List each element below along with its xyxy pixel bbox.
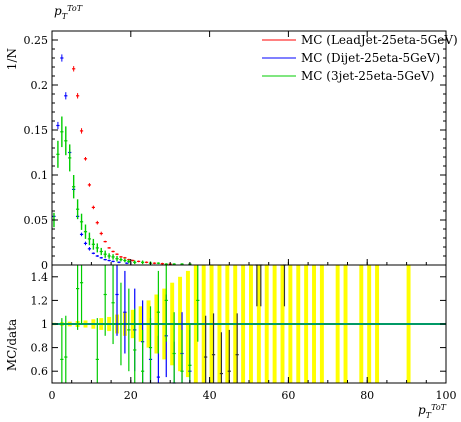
main-y-tick-label: 0.25 [24,34,49,47]
legend-label-3jet: MC (3jet-25eta-5GeV) [301,69,434,83]
ratio-y-tick-label: 1.2 [31,294,49,307]
ratio-y-tick-label: 1 [41,318,48,331]
main-y-tick-label: 0.1 [31,169,49,182]
x-axis-label: pTToT [418,403,447,420]
x-tick-label: 80 [360,389,374,402]
ratio-y-tick-label: 0.8 [31,342,49,355]
main-y-tick-label: 0.15 [24,124,49,137]
x-tick-label: 60 [281,389,295,402]
main-y-tick-label: 0.05 [24,214,49,227]
main-title: pTToT [54,4,83,21]
x-tick-label: 0 [49,389,56,402]
axes: 00.050.10.150.20.250.60.811.21.40 20 40 60 8… [24,30,457,402]
x-tick-label: 100 [436,389,457,402]
ratio-plot-area [52,264,446,384]
ratio-y-tick-label: 0.6 [31,365,49,378]
legend: MC (LeadJet-25eta-5GeV) MC (Dijet-25eta-… [262,33,458,83]
ratio-y-axis-label: MC/data [5,319,19,371]
x-tick-label: 20 [124,389,138,402]
legend-label-leadjet: MC (LeadJet-25eta-5GeV) [301,33,458,47]
main-y-tick-label: 0 [41,259,48,272]
main-y-axis-label: 1/N [5,48,19,70]
main-plot-area [52,54,192,265]
legend-label-dijet: MC (Dijet-25eta-5GeV) [301,51,440,65]
main-axes-frame [51,30,447,266]
ratio-y-tick-label: 1.4 [31,271,49,284]
main-y-tick-label: 0.2 [31,79,49,92]
x-tick-label: 40 [203,389,217,402]
